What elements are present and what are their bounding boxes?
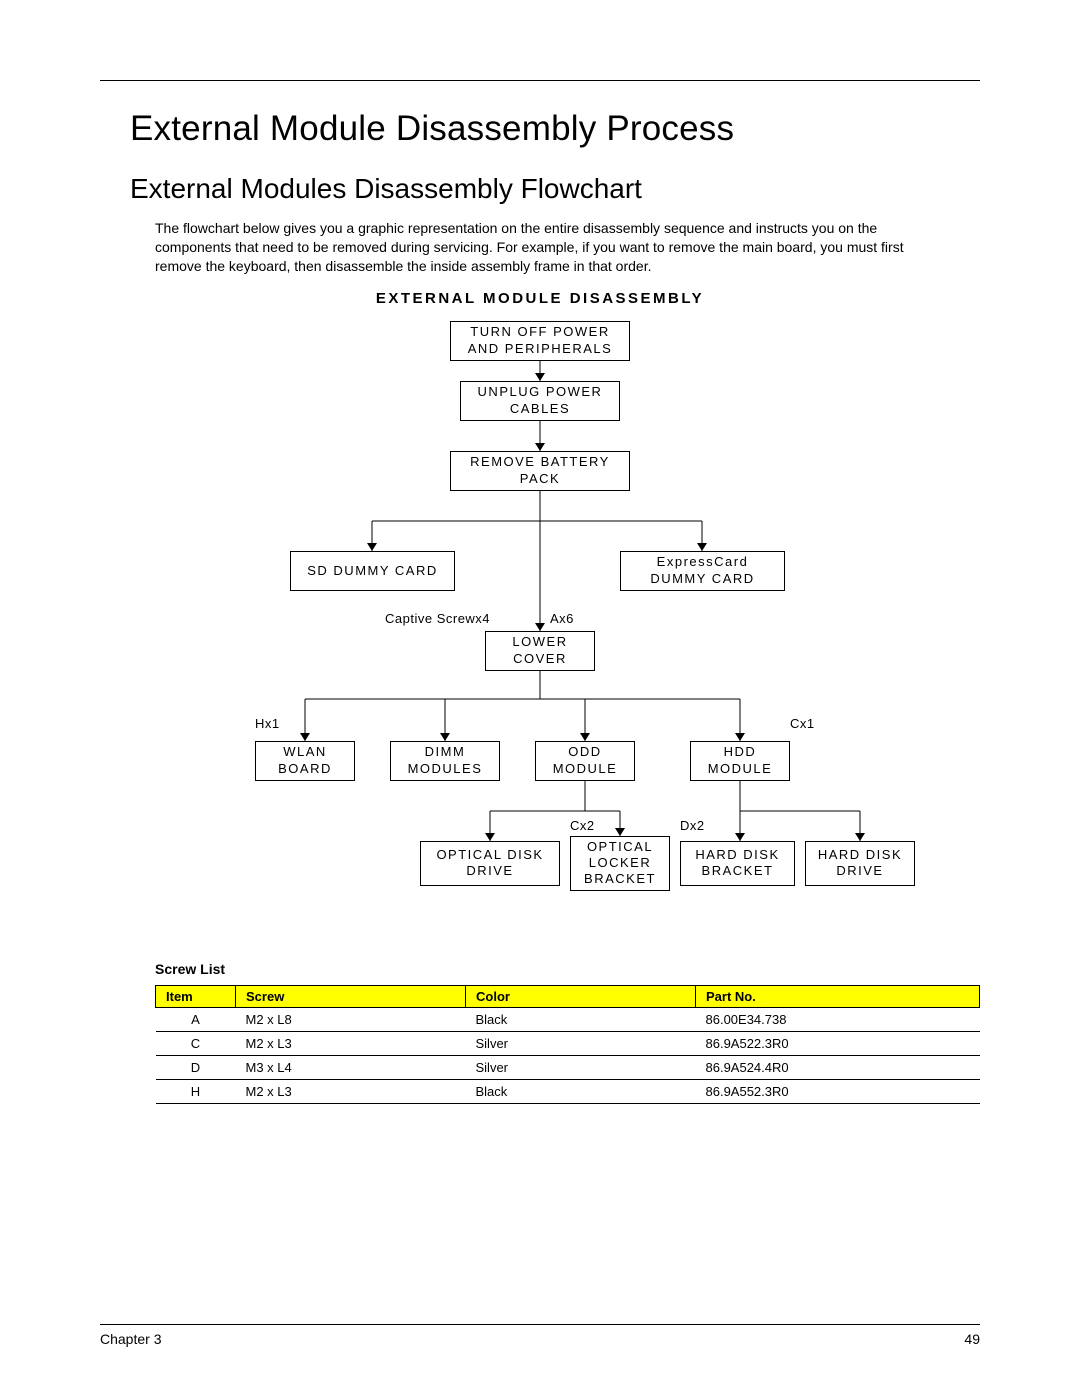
- table-cell: Silver: [466, 1031, 696, 1055]
- section-title: External Modules Disassembly Flowchart: [130, 173, 980, 205]
- table-row: CM2 x L3Silver86.9A522.3R0: [156, 1031, 980, 1055]
- table-cell: 86.00E34.738: [696, 1007, 980, 1031]
- table-header-cell: Color: [466, 985, 696, 1007]
- flow-box-b2: UNPLUG POWER CABLES: [460, 381, 620, 421]
- flow-box-b8: DIMM MODULES: [390, 741, 500, 781]
- flow-label-l2: Ax6: [550, 611, 574, 626]
- table-row: DM3 x L4Silver86.9A524.4R0: [156, 1055, 980, 1079]
- table-row: AM2 x L8Black86.00E34.738: [156, 1007, 980, 1031]
- table-cell: 86.9A524.4R0: [696, 1055, 980, 1079]
- table-cell: Black: [466, 1007, 696, 1031]
- table-cell: C: [156, 1031, 236, 1055]
- intro-paragraph: The flowchart below gives you a graphic …: [155, 219, 950, 276]
- table-cell: H: [156, 1079, 236, 1103]
- flow-label-l5: Cx2: [570, 818, 595, 833]
- table-cell: D: [156, 1055, 236, 1079]
- table-row: HM2 x L3Black86.9A552.3R0: [156, 1079, 980, 1103]
- flow-box-b10: HDD MODULE: [690, 741, 790, 781]
- table-cell: M3 x L4: [236, 1055, 466, 1079]
- flow-box-b9: ODD MODULE: [535, 741, 635, 781]
- flow-label-l1: Captive Screwx4: [385, 611, 490, 626]
- flow-box-b7: WLAN BOARD: [255, 741, 355, 781]
- flow-label-l6: Dx2: [680, 818, 705, 833]
- flow-box-b4: SD DUMMY CARD: [290, 551, 455, 591]
- footer-page: 49: [964, 1331, 980, 1347]
- table-cell: 86.9A522.3R0: [696, 1031, 980, 1055]
- flow-box-b11: OPTICAL DISK DRIVE: [420, 841, 560, 886]
- screw-table: ItemScrewColorPart No. AM2 x L8Black86.0…: [155, 985, 980, 1104]
- table-header-cell: Screw: [236, 985, 466, 1007]
- table-cell: A: [156, 1007, 236, 1031]
- table-header-cell: Item: [156, 985, 236, 1007]
- table-cell: Silver: [466, 1055, 696, 1079]
- table-header-cell: Part No.: [696, 985, 980, 1007]
- flow-box-b13: HARD DISK BRACKET: [680, 841, 795, 886]
- flowchart-heading: EXTERNAL MODULE DISASSEMBLY: [100, 290, 980, 307]
- table-header-row: ItemScrewColorPart No.: [156, 985, 980, 1007]
- flow-label-l4: Cx1: [790, 716, 815, 731]
- top-rule: [100, 80, 980, 81]
- flow-label-l3: Hx1: [255, 716, 280, 731]
- flowchart: TURN OFF POWER AND PERIPHERALS UNPLUG POW…: [180, 321, 900, 931]
- flow-box-b5: ExpressCard DUMMY CARD: [620, 551, 785, 591]
- flow-box-b14: HARD DISK DRIVE: [805, 841, 915, 886]
- flow-box-b6: LOWER COVER: [485, 631, 595, 671]
- page-footer: Chapter 3 49: [100, 1324, 980, 1347]
- screw-list-heading: Screw List: [155, 961, 980, 977]
- footer-chapter: Chapter 3: [100, 1331, 161, 1347]
- table-cell: M2 x L3: [236, 1079, 466, 1103]
- flow-box-b12: OPTICAL LOCKER BRACKET: [570, 836, 670, 891]
- page-title: External Module Disassembly Process: [130, 109, 980, 149]
- table-cell: Black: [466, 1079, 696, 1103]
- flow-box-b3: REMOVE BATTERY PACK: [450, 451, 630, 491]
- flow-box-b1: TURN OFF POWER AND PERIPHERALS: [450, 321, 630, 361]
- table-cell: M2 x L3: [236, 1031, 466, 1055]
- table-cell: M2 x L8: [236, 1007, 466, 1031]
- table-cell: 86.9A552.3R0: [696, 1079, 980, 1103]
